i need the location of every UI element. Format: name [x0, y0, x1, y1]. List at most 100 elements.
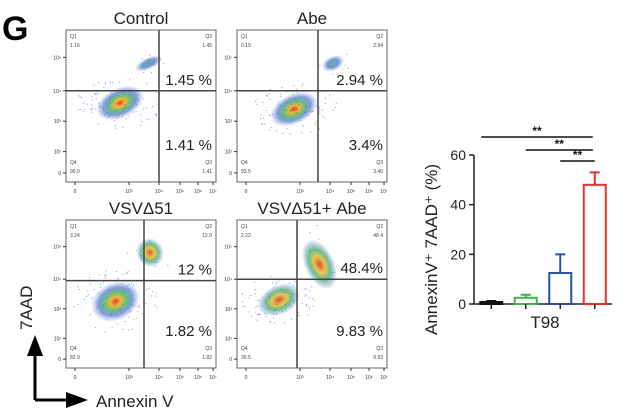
event-dot [91, 104, 93, 106]
event-dot [141, 58, 143, 60]
event-dot [241, 293, 243, 295]
bar-chart: 0 20 40 60 AnnexinV⁺ 7AAD⁺ (%) T98 ** ** ** [422, 124, 612, 335]
event-dot [269, 307, 271, 309]
event-dot [305, 106, 307, 108]
y-tick-label: 10³ [54, 119, 62, 125]
event-dot [266, 95, 269, 97]
q2-percent-label: 48.4% [340, 260, 383, 277]
event-dot [105, 270, 107, 272]
event-dot [145, 107, 148, 109]
event-dot [128, 329, 130, 331]
event-dot [273, 287, 275, 289]
event-dot [254, 293, 257, 295]
event-dot [288, 282, 291, 284]
bar [548, 271, 573, 306]
event-dot [130, 310, 132, 312]
x-tick-label: 10⁷ [380, 189, 388, 195]
event-dot [136, 310, 139, 313]
q4-value: 82.9 [70, 355, 80, 361]
event-dot [254, 289, 256, 291]
x-tick-label: 0 [74, 375, 77, 381]
event-dot [153, 64, 155, 66]
event-dot [155, 113, 157, 115]
event-dot [297, 100, 299, 102]
y-axis-key-label: 7AAD [17, 286, 36, 330]
event-dot [315, 124, 317, 126]
q3-value: 1.41 [202, 169, 212, 175]
y-tick-label: 10⁴ [224, 277, 232, 283]
event-dot [248, 297, 250, 299]
event-dot [128, 311, 131, 313]
bar [582, 183, 607, 305]
event-dot [318, 107, 320, 109]
event-dot [137, 306, 139, 308]
bar-y-tick-label: 0 [458, 296, 466, 312]
event-dot [137, 99, 139, 101]
event-dot [269, 321, 271, 323]
q1-label: Q1 [241, 34, 248, 40]
q3-value: 1.82 [202, 355, 212, 361]
event-dot [104, 277, 107, 279]
event-dot [148, 288, 150, 290]
event-dot [291, 103, 293, 106]
event-dot [278, 280, 280, 282]
event-dot [92, 107, 94, 109]
event-dot [279, 93, 281, 95]
event-dot [304, 288, 306, 290]
q2-percent-label: 1.45 % [165, 72, 212, 89]
x-tick-label: 10⁵ [176, 189, 184, 195]
event-dot [150, 72, 153, 74]
event-dot [111, 314, 113, 316]
event-dot [273, 322, 276, 324]
event-dot [145, 303, 147, 305]
event-dot [296, 88, 298, 90]
event-dot [259, 313, 261, 316]
y-tick-label: 10⁵ [224, 55, 232, 61]
event-dot [309, 290, 311, 292]
event-dot [83, 109, 86, 111]
event-dot [312, 297, 314, 300]
event-dot [91, 95, 93, 97]
q2-percent-label: 12 % [178, 262, 212, 279]
event-dot [307, 306, 310, 308]
event-dot [332, 73, 334, 75]
event-dot [347, 67, 349, 69]
panel-letter: G [2, 10, 28, 48]
event-dot [280, 95, 282, 98]
event-dot [297, 312, 299, 314]
q4-value: 96.0 [70, 169, 80, 175]
event-dot [268, 93, 270, 95]
x-arrow-icon [66, 392, 88, 408]
event-dot [143, 71, 145, 73]
y-tick-label: 10⁵ [53, 245, 61, 251]
flow-panel-title: VSVΔ51 [109, 199, 173, 218]
event-dot [95, 327, 97, 329]
q4-label: Q4 [70, 160, 77, 166]
event-dot [109, 288, 111, 290]
event-dot [122, 126, 124, 128]
event-dot [122, 328, 124, 331]
event-dot [307, 314, 309, 316]
event-dot [154, 265, 156, 268]
event-dot [114, 293, 117, 296]
x-tick-label: 10³ [125, 189, 133, 195]
event-dot [138, 306, 141, 308]
event-dot [310, 131, 312, 133]
event-dot [319, 262, 321, 264]
event-dot [290, 121, 292, 124]
event-dot [324, 103, 326, 105]
event-dot [250, 295, 252, 297]
event-dot [128, 115, 130, 117]
event-dot [257, 299, 259, 301]
event-dot [284, 322, 286, 324]
x-tick-label: 10⁶ [194, 375, 202, 381]
q4-value: 39.5 [241, 355, 251, 361]
event-dot [269, 114, 271, 117]
event-dot [107, 104, 109, 106]
event-dot [285, 109, 287, 111]
event-dot [117, 114, 119, 117]
event-dot [332, 109, 334, 111]
event-dot [102, 305, 105, 307]
x-tick-label: 10⁴ [155, 375, 163, 381]
